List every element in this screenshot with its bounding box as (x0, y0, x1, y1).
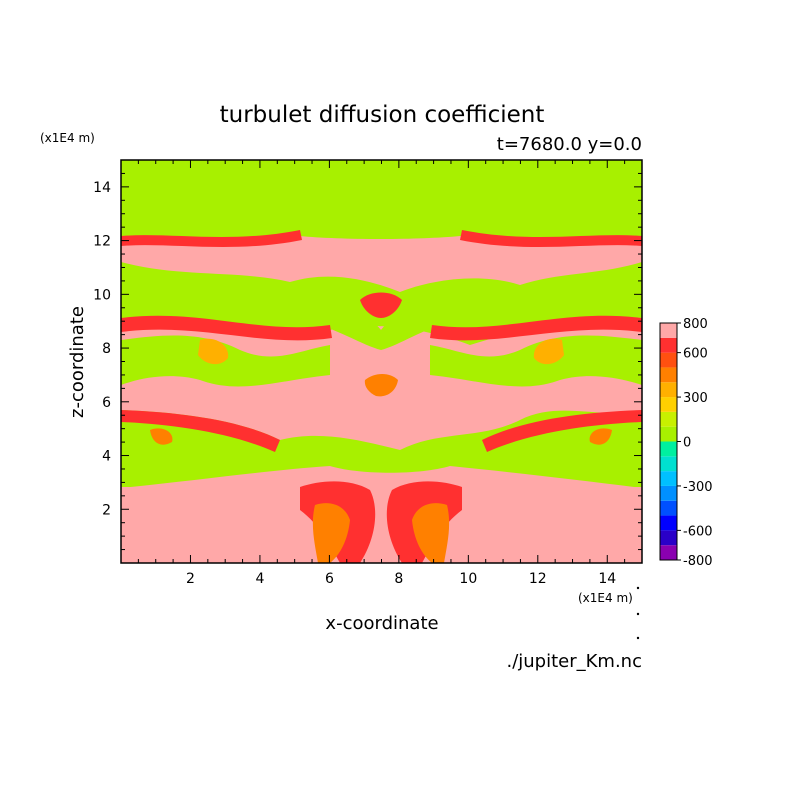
colorbar-label: -800 (683, 554, 713, 569)
colorbar-label: -600 (683, 524, 713, 539)
y-unit-label: (x1E4 m) (40, 131, 95, 145)
colorbar-segment (660, 397, 677, 412)
y-tick-label: 6 (102, 395, 111, 411)
colorbar-segment (660, 471, 677, 486)
x-axis: 2 4 6 8 10 12 14 (137, 160, 626, 587)
colorbar: 800 600 300 0 -300 -600 -800 (659, 317, 713, 569)
chart-subtitle: t=7680.0 y=0.0 (497, 134, 642, 155)
source-filename: ./jupiter_Km.nc (506, 651, 642, 672)
colorbar-segment (660, 352, 677, 368)
colorbar-segment (660, 323, 677, 338)
colorbar-segment (660, 337, 677, 353)
colorbar-label: 300 (683, 391, 708, 406)
x-tick-label: 14 (598, 571, 616, 587)
chart-title: turbulet diffusion coefficient (220, 102, 545, 128)
x-tick-label: 10 (459, 571, 477, 587)
colorbar-segment (660, 382, 677, 398)
y-tick-label: 12 (93, 234, 111, 250)
contour-field (121, 160, 642, 563)
colorbar-segment (660, 485, 677, 501)
y-axis: 2 4 6 8 10 12 14 (93, 172, 642, 551)
colorbar-label: 0 (683, 436, 691, 451)
contour-level-0-100-inner (121, 275, 642, 480)
y-tick-label: 2 (102, 502, 111, 518)
colorbar-segment (660, 426, 677, 442)
contour-level-400-700 (121, 230, 642, 563)
x-tick-label: 8 (394, 571, 403, 587)
y-tick-label: 10 (93, 287, 111, 303)
x-axis-title: x-coordinate (325, 613, 438, 634)
x-tick-label: 4 (255, 571, 264, 587)
x-tick-label: 12 (529, 571, 547, 587)
x-tick-label: 6 (325, 571, 334, 587)
x-unit-label: (x1E4 m) (578, 591, 633, 605)
y-tick-label: 4 (102, 449, 111, 465)
colorbar-label: -300 (683, 480, 713, 495)
axis-marker-dots (636, 586, 640, 640)
colorbar-segment (660, 367, 677, 383)
colorbar-segment (660, 411, 677, 427)
colorbar-label: 600 (683, 347, 708, 362)
colorbar-segment (660, 456, 677, 472)
colorbar-segment (660, 441, 677, 457)
colorbar-segment (660, 530, 677, 546)
y-tick-label: 14 (93, 180, 111, 196)
colorbar-segment (660, 515, 677, 531)
colorbar-segment (660, 500, 677, 516)
colorbar-label: 800 (683, 317, 708, 332)
y-axis-title: z-coordinate (67, 306, 88, 418)
colorbar-segment (660, 545, 677, 560)
x-tick-label: 2 (186, 571, 195, 587)
y-tick-label: 8 (102, 341, 111, 357)
